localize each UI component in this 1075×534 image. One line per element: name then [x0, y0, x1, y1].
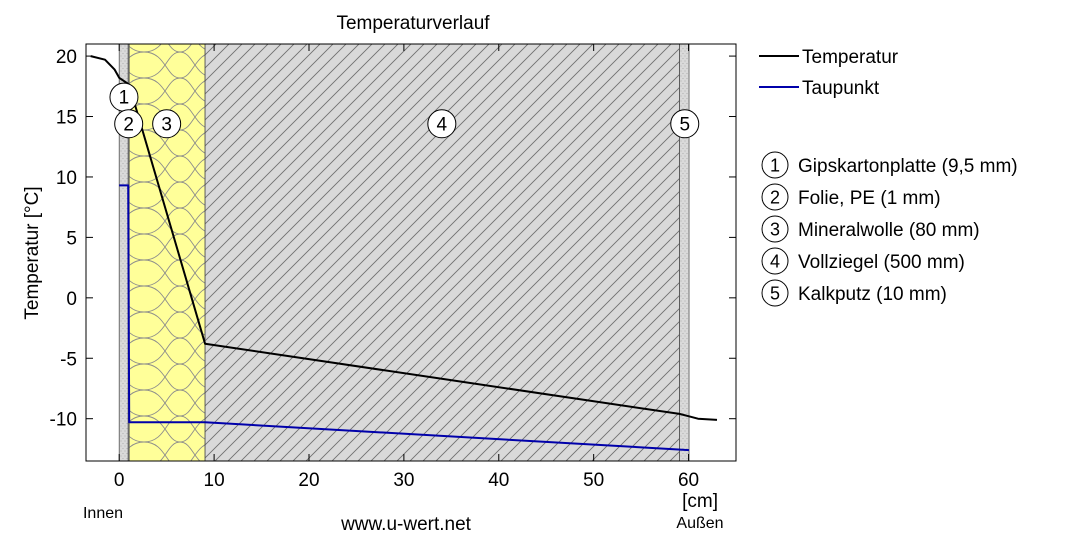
layer-legend-label: Gipskartonplatte (9,5 mm) — [798, 156, 1018, 177]
layer-markers: 1 2 3 4 5 — [109, 82, 700, 139]
layer-marker-2-label: 2 — [123, 114, 134, 135]
x-tick-label: 0 — [114, 470, 125, 491]
layer-legend-number: 3 — [770, 220, 780, 240]
layer-marker-1-label: 1 — [119, 88, 130, 109]
layer-legend-circle — [761, 279, 789, 307]
layer-marker-2-circle — [114, 109, 144, 139]
layer-legend-item-5: 5 Kalkputz (10 mm) — [761, 279, 947, 307]
outside-label: Außen — [676, 515, 723, 532]
wall-layers — [118, 44, 690, 461]
x-tick-label: 40 — [488, 470, 509, 491]
layer-legend-number: 5 — [770, 284, 780, 304]
layer-legend-label: Mineralwolle (80 mm) — [798, 220, 980, 241]
layer-legend-label: Vollziegel (500 mm) — [798, 252, 965, 273]
y-tick-label: 15 — [56, 108, 77, 129]
layer-legend-number: 2 — [770, 188, 780, 208]
layer-marker-3-label: 3 — [161, 114, 172, 135]
x-tick-label: 50 — [583, 470, 604, 491]
layer-marker-1: 1 — [109, 82, 139, 112]
chart-title: Temperaturverlauf — [336, 13, 490, 34]
layer-legend-circle — [761, 151, 789, 179]
legend-label-temperatur: Temperatur — [802, 47, 899, 68]
x-tick-label: 10 — [204, 470, 225, 491]
layer-marker-4-circle — [427, 109, 457, 139]
layer-legend-label: Kalkputz (10 mm) — [798, 284, 947, 305]
y-tick-label: 0 — [66, 289, 77, 310]
layer-legend-number: 4 — [770, 252, 780, 272]
layer-legend-number: 1 — [770, 156, 780, 176]
layer-legend-circle — [761, 247, 789, 275]
x-tick-label: 30 — [393, 470, 414, 491]
layer-legend-circle — [761, 183, 789, 211]
layer-marker-3: 3 — [152, 109, 182, 139]
layer-3-band — [128, 44, 206, 461]
layer-legend-item-2: 2 Folie, PE (1 mm) — [761, 183, 941, 211]
plot-frame — [85, 43, 737, 462]
layer-marker-2: 2 — [114, 109, 144, 139]
x-tick-label: 60 — [678, 470, 699, 491]
layer-legend: 1 Gipskartonplatte (9,5 mm) 2 Folie, PE (1 … — [761, 151, 1018, 307]
layer-4-band — [204, 44, 680, 461]
y-tick-label: -10 — [50, 410, 77, 431]
layer-marker-5-label: 5 — [679, 114, 690, 135]
y-axis-label: Temperatur [°C] — [22, 186, 43, 319]
layer-marker-4-label: 4 — [437, 114, 448, 135]
y-tick-label: -5 — [60, 349, 77, 370]
legend: Temperatur Taupunkt — [759, 47, 899, 99]
x-unit-label: [cm] — [682, 491, 718, 512]
y-tick-label: 10 — [56, 168, 77, 189]
layer-marker-5-circle — [670, 109, 700, 139]
layer-5-band — [679, 44, 690, 461]
y-tick-label: 5 — [66, 228, 77, 249]
inside-label: Innen — [83, 505, 123, 522]
layer-legend-circle — [761, 215, 789, 243]
layer-legend-item-3: 3 Mineralwolle (80 mm) — [761, 215, 980, 243]
layer-legend-item-1: 1 Gipskartonplatte (9,5 mm) — [761, 151, 1018, 179]
series-line-taupunkt — [119, 184, 690, 452]
x-tick-label: 20 — [298, 470, 319, 491]
layer-marker-4: 4 — [427, 109, 457, 139]
layer-marker-5: 5 — [670, 109, 700, 139]
watermark: www.u-wert.net — [340, 514, 472, 534]
legend-label-taupunkt: Taupunkt — [802, 78, 880, 99]
layer-legend-label: Folie, PE (1 mm) — [798, 188, 941, 209]
layer-legend-item-4: 4 Vollziegel (500 mm) — [761, 247, 965, 275]
layer-marker-3-circle — [152, 109, 182, 139]
y-tick-label: 20 — [56, 47, 77, 68]
